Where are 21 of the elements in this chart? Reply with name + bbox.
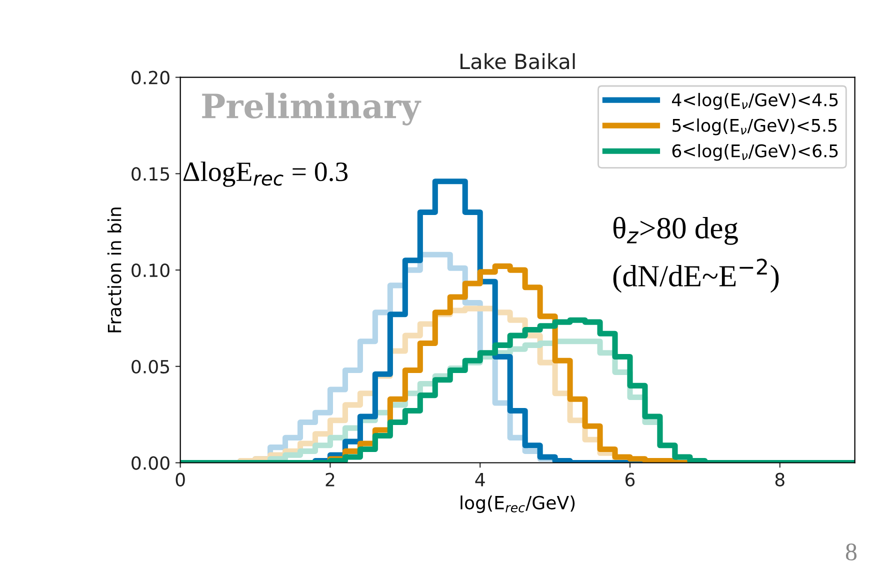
y-tick-label: 0.15 bbox=[132, 167, 170, 181]
x-tick-label: 0 bbox=[176, 472, 185, 486]
annotation: (dN/dE~E$^{−2}$) bbox=[613, 258, 779, 293]
x-axis-title: log(E$_{rec}$/GeV) bbox=[460, 496, 575, 513]
x-tick-label: 4 bbox=[475, 473, 485, 486]
legend-label: 6<log(E$_{ν}$/GeV)<6.5 bbox=[672, 144, 838, 161]
legend-label: 4<log(E$_{ν}$/GeV)<4.5 bbox=[672, 92, 838, 110]
legend-label: 5<log(E$_{ν}$/GeV)<5.5 bbox=[672, 118, 837, 136]
x-tick-label: 2 bbox=[326, 472, 334, 486]
chart-title: Lake Baikal bbox=[460, 53, 575, 70]
annotation: Preliminary bbox=[202, 92, 422, 126]
y-tick-label: 0.05 bbox=[132, 360, 170, 374]
y-tick-label: 0.10 bbox=[132, 263, 170, 278]
y-tick-label: 0.20 bbox=[132, 70, 170, 84]
y-axis-title: Fraction in bin bbox=[107, 208, 122, 332]
annotation: ΔlogE$_{rec}$ = 0.3 bbox=[183, 162, 348, 187]
annotation: θ$_{z}$>80 deg bbox=[613, 216, 738, 245]
text: 8 bbox=[846, 544, 857, 560]
x-tick-label: 6 bbox=[626, 472, 635, 486]
x-tick-label: 8 bbox=[775, 472, 784, 486]
y-tick-label: 0.00 bbox=[132, 456, 170, 470]
